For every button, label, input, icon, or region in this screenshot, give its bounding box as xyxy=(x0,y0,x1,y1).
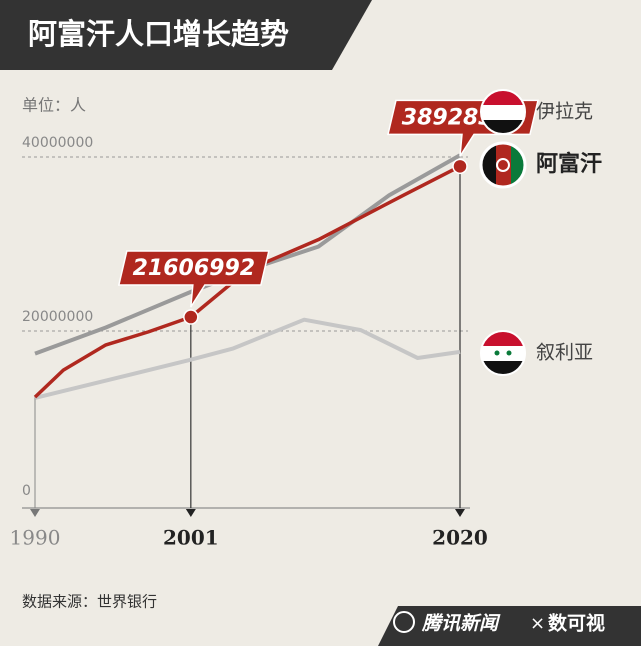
brand-icon xyxy=(393,611,415,633)
flag-ring xyxy=(479,141,527,189)
flag-ring xyxy=(480,89,526,135)
point xyxy=(183,309,199,325)
title-bar xyxy=(0,0,372,70)
footer-brand: 腾讯新闻 xyxy=(421,613,501,635)
x-tick-label: 2001 xyxy=(163,526,219,550)
series-line xyxy=(34,317,461,400)
legend-label: 叙利亚 xyxy=(536,342,593,364)
flags xyxy=(479,89,527,376)
tick-mark xyxy=(185,509,196,517)
tick-mark xyxy=(30,509,40,517)
data-label: 21606992 xyxy=(133,256,255,281)
point xyxy=(452,158,468,175)
footer-partner: 数可视 xyxy=(548,612,605,635)
tick-mark xyxy=(455,509,465,517)
unit-label: 单位：人 xyxy=(22,96,86,115)
y-tick-label: 40000000 xyxy=(22,135,93,151)
footer-bar xyxy=(378,606,641,646)
x-tick-label: 2020 xyxy=(432,526,488,550)
flag-ring xyxy=(480,330,526,376)
y-tick-label: 20000000 xyxy=(22,309,93,325)
footer-times: × xyxy=(530,613,545,634)
legend-label: 阿富汗 xyxy=(536,151,602,177)
chart-title: 阿富汗人口增长趋势 xyxy=(28,17,289,51)
source: 数据来源：世界银行 xyxy=(22,593,157,611)
label-box xyxy=(117,250,270,308)
legend-label: 伊拉克 xyxy=(536,101,593,123)
x-tick-label: 1990 xyxy=(10,526,61,550)
y-tick-label: 0 xyxy=(22,483,31,499)
